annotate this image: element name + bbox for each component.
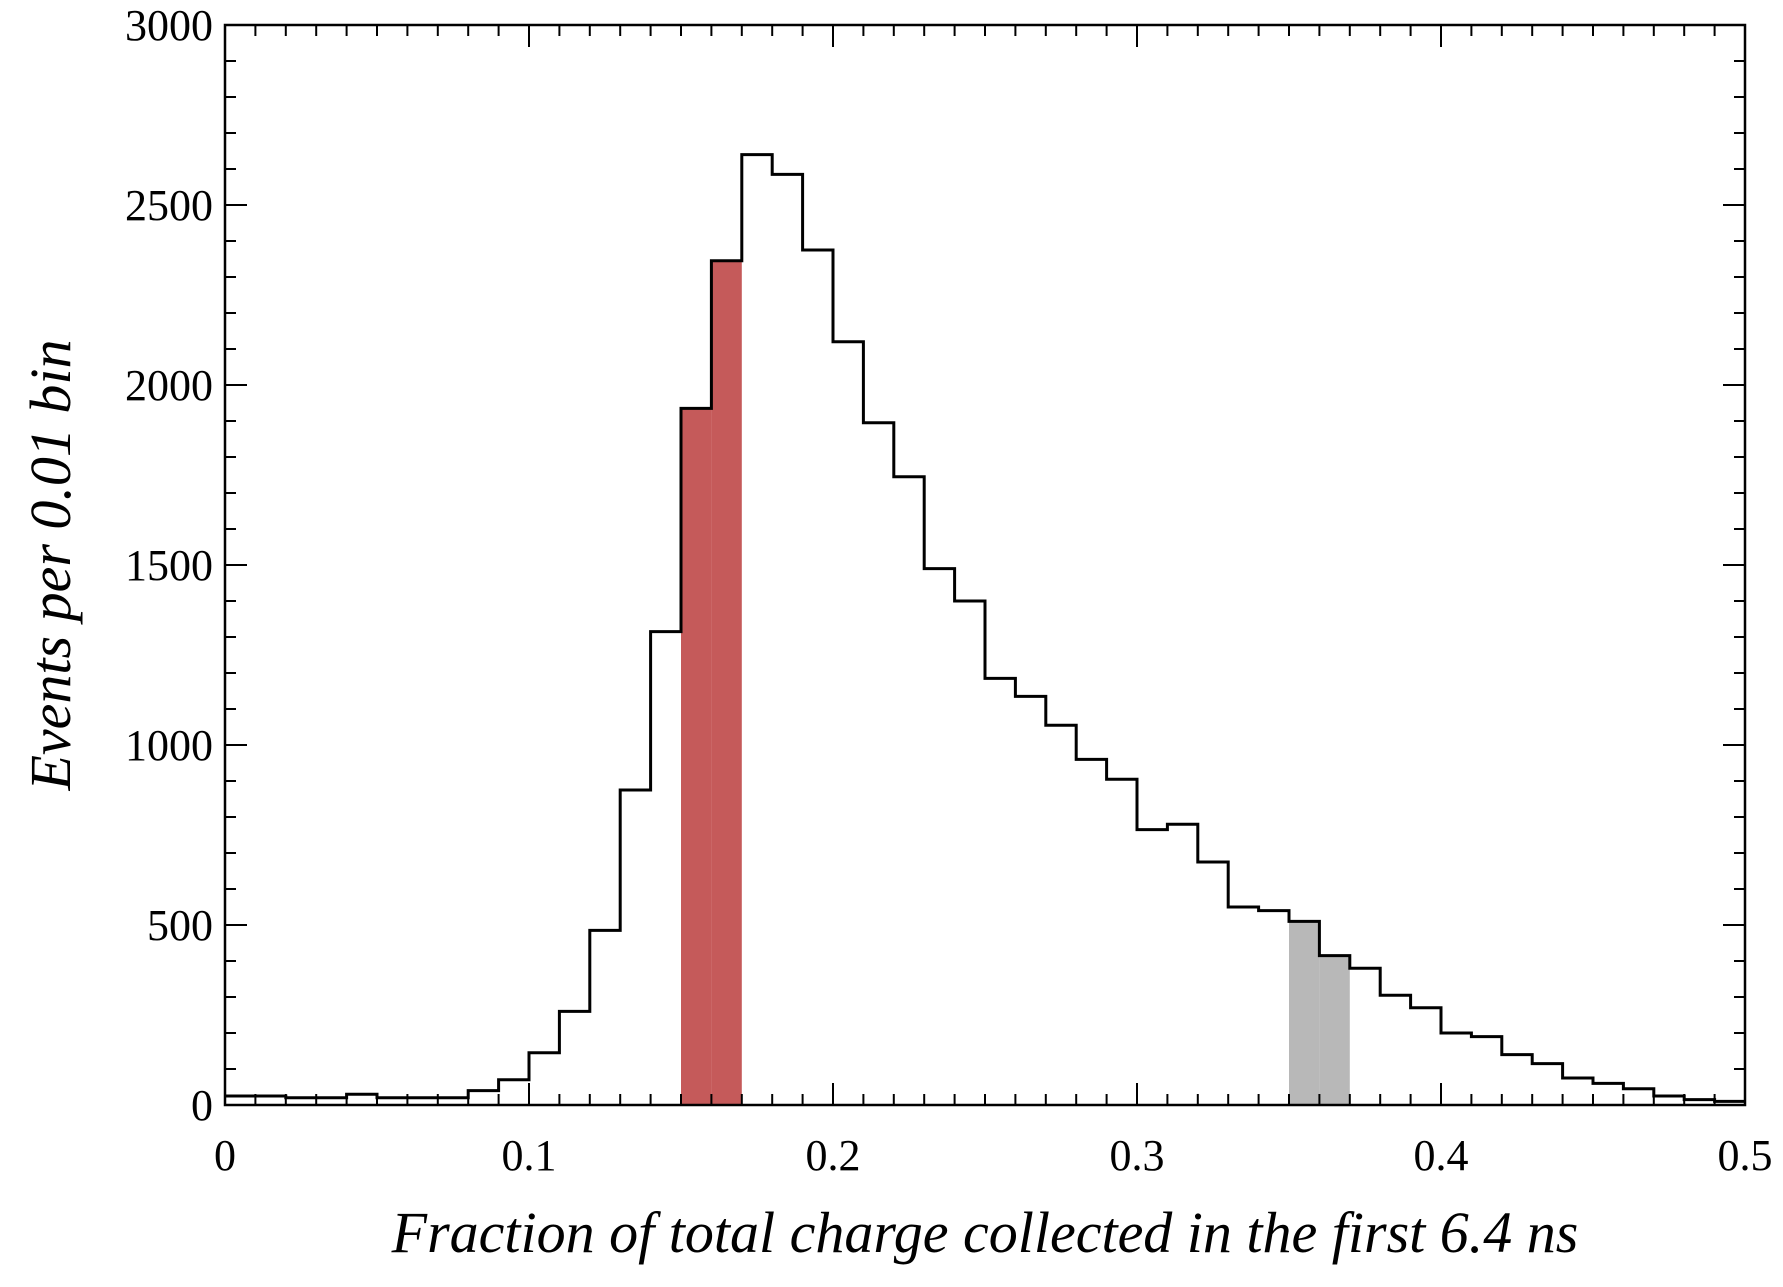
highlight-bar-0-1 — [711, 260, 742, 1105]
y-tick-label: 3000 — [125, 1, 213, 50]
x-tick-label: 0.4 — [1414, 1131, 1469, 1180]
y-tick-label: 2500 — [125, 181, 213, 230]
x-tick-label: 0.5 — [1718, 1131, 1773, 1180]
tick-layer — [224, 24, 1746, 1106]
x-tick-label: 0.3 — [1110, 1131, 1165, 1180]
highlight-bar-1-1 — [1319, 955, 1350, 1105]
y-tick-labels: 0 500 1000 1500 2000 2500 3000 — [125, 1, 213, 1130]
plot-frame — [223, 23, 1747, 1107]
y-tick-label: 1500 — [125, 541, 213, 590]
y-tick-label: 2000 — [125, 361, 213, 410]
x-tick-labels: 0 0.1 0.2 0.3 0.4 0.5 — [214, 1131, 1773, 1180]
histogram-step-line — [225, 153, 1745, 1103]
x-axis-title: Fraction of total charge collected in th… — [391, 1200, 1579, 1265]
y-tick-label: 1000 — [125, 721, 213, 770]
highlight-layer — [681, 260, 1350, 1105]
highlight-bar-1-0 — [1289, 921, 1320, 1105]
highlight-bar-0-0 — [681, 408, 712, 1105]
y-tick-label: 0 — [191, 1081, 213, 1130]
x-tick-label: 0 — [214, 1131, 236, 1180]
x-tick-label: 0.1 — [502, 1131, 557, 1180]
y-tick-label: 500 — [147, 901, 213, 950]
x-tick-label: 0.2 — [806, 1131, 861, 1180]
y-axis-title: Events per 0.01 bin — [18, 339, 83, 791]
histogram-layer — [225, 153, 1745, 1103]
